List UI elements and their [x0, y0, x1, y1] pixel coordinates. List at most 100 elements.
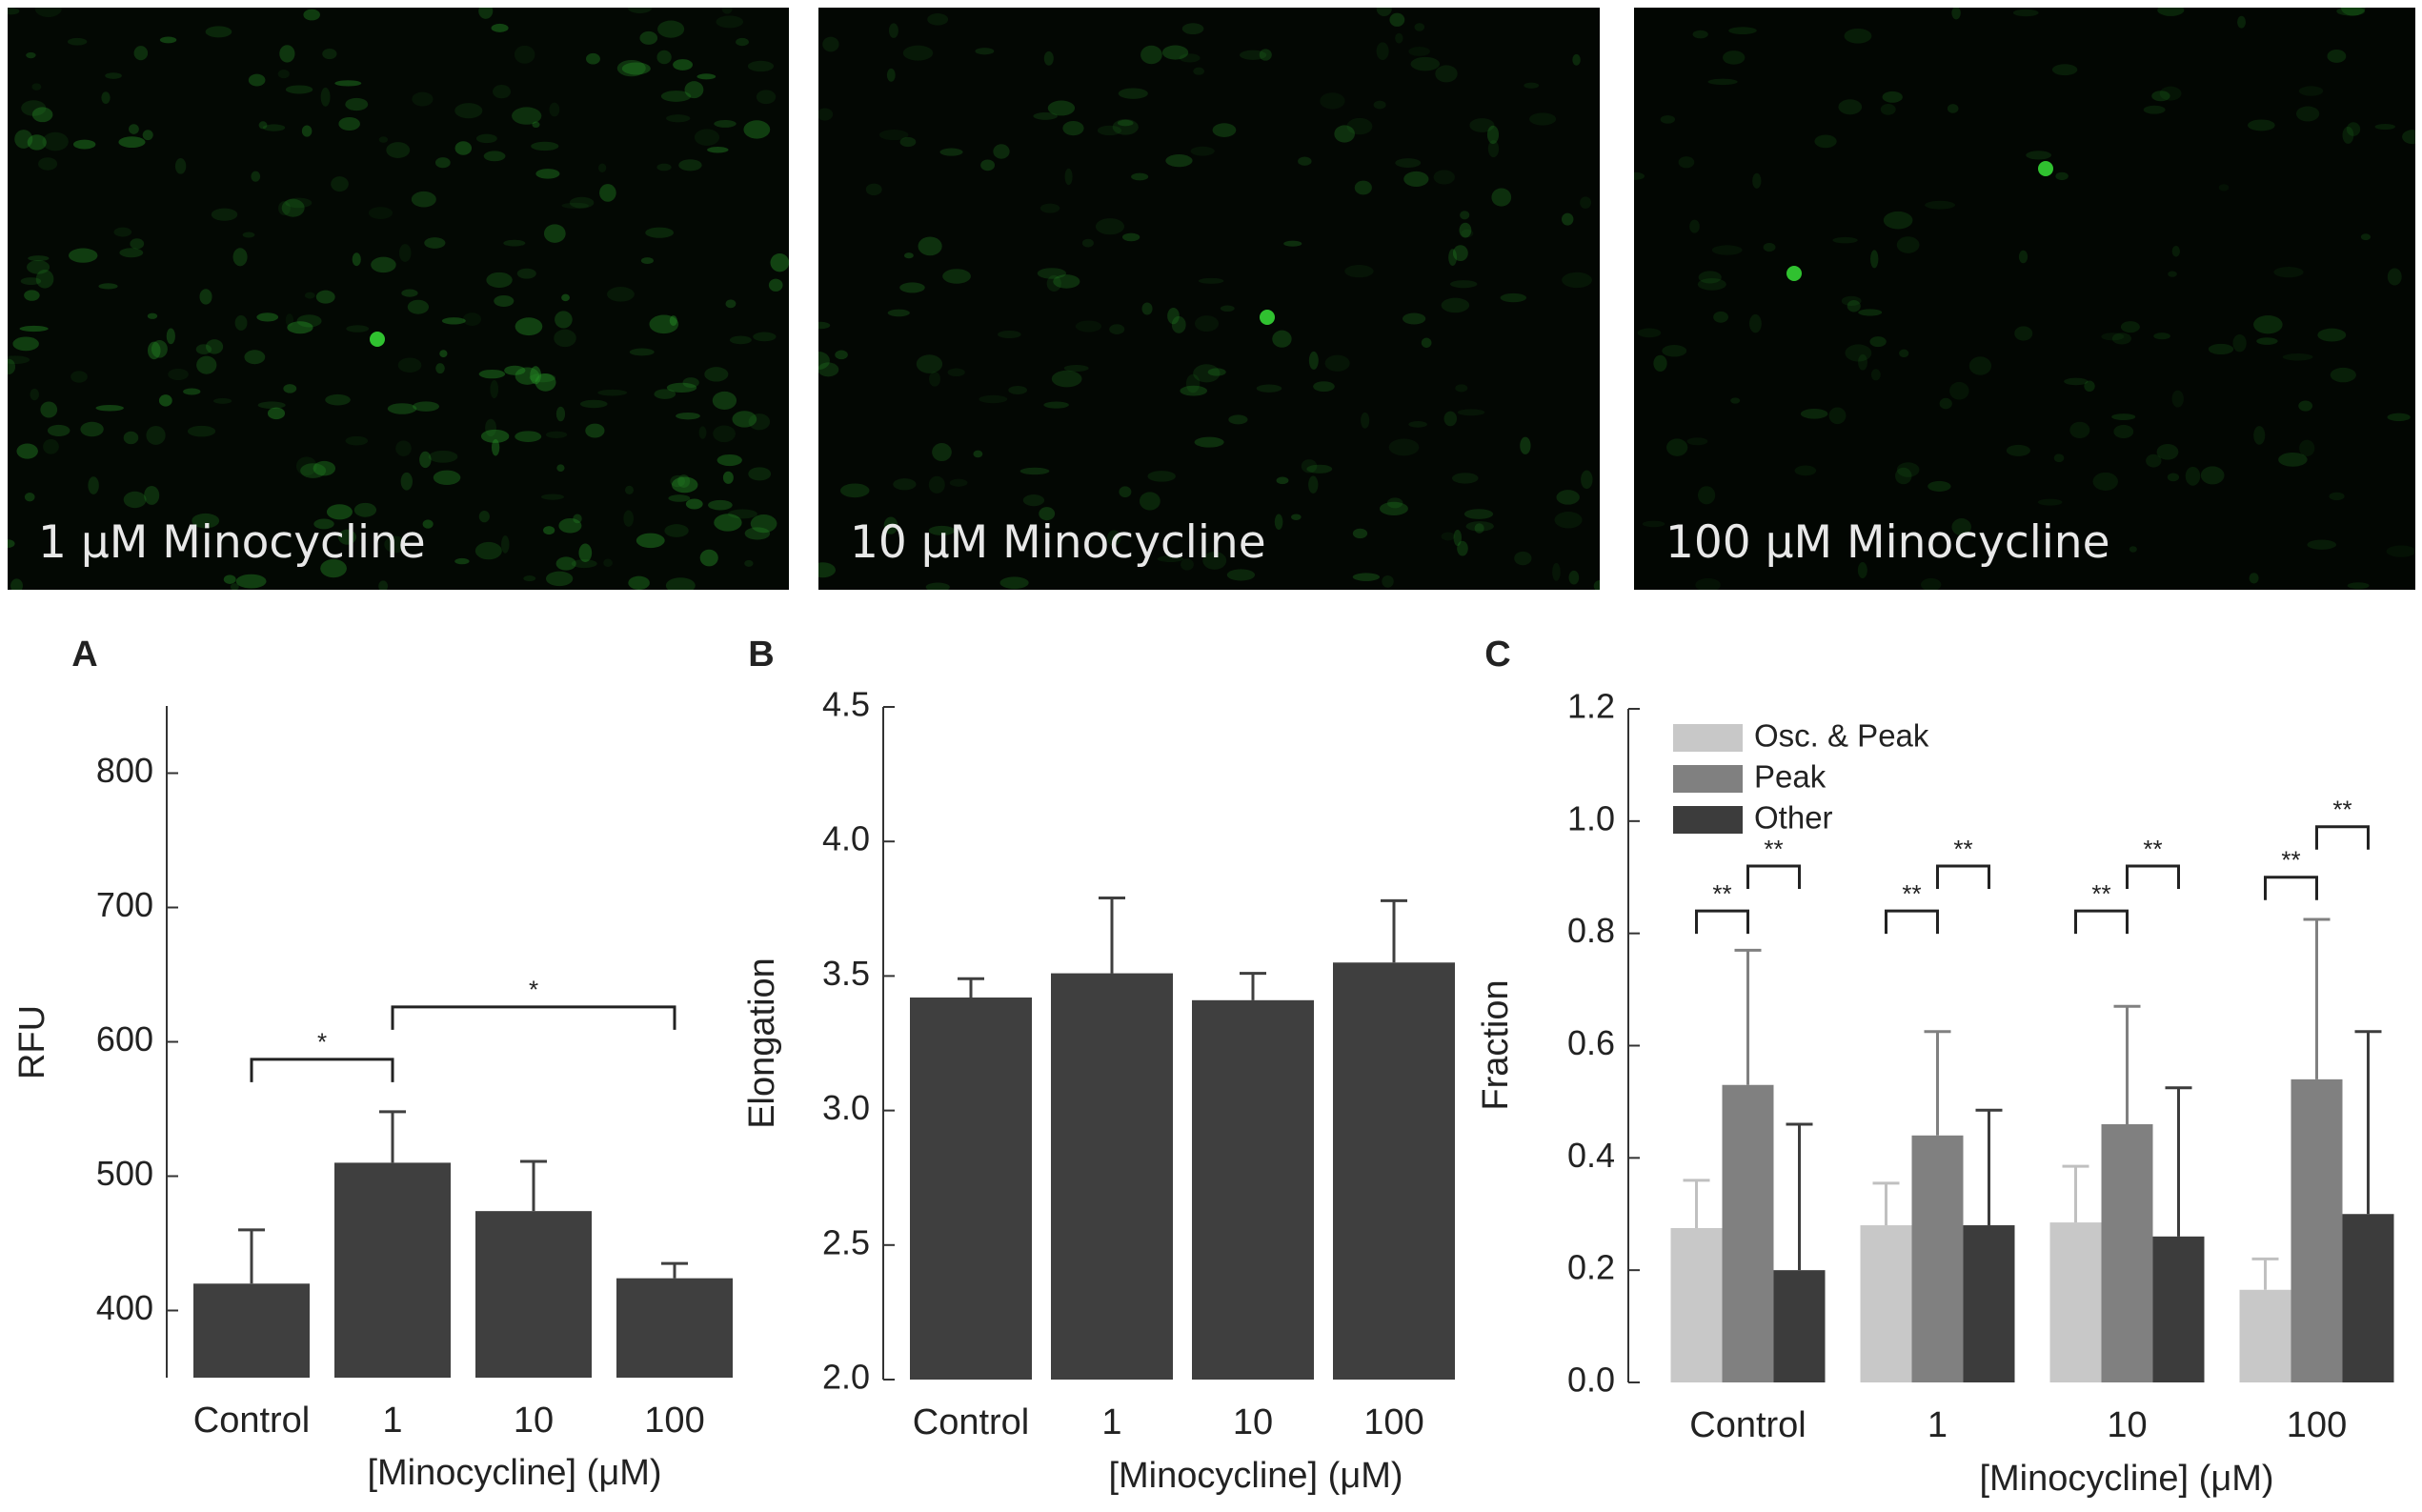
cell — [1157, 555, 1184, 562]
cell — [2111, 333, 2132, 345]
cell — [818, 351, 830, 371]
bar — [1860, 1225, 1912, 1382]
legend-swatch — [1673, 765, 1743, 793]
cell — [629, 348, 655, 356]
cell — [401, 289, 418, 297]
cell — [258, 121, 268, 130]
error-bar — [1786, 1122, 1813, 1271]
bar — [1722, 1084, 1774, 1382]
cell — [1276, 476, 1289, 485]
cell — [1870, 250, 1879, 269]
cell — [1344, 265, 1374, 278]
cell — [979, 394, 1008, 404]
cell — [2012, 9, 2039, 17]
y-tick-label: 2.5 — [822, 1222, 870, 1261]
significance-label: ** — [1764, 835, 1783, 863]
error-bar — [1381, 898, 1407, 963]
cell — [285, 85, 313, 94]
cell — [1920, 577, 1942, 590]
cell — [1382, 575, 1394, 588]
cell — [1043, 401, 1069, 409]
cell — [540, 494, 565, 500]
cell — [27, 134, 47, 151]
cell — [756, 90, 777, 105]
significance-bracket — [391, 1005, 676, 1030]
cell — [1883, 211, 1913, 230]
cell — [1198, 277, 1224, 284]
cell — [384, 535, 407, 554]
cell — [2146, 454, 2162, 468]
cell — [301, 125, 313, 137]
cell — [627, 8, 653, 13]
cell — [673, 59, 694, 71]
cell — [579, 399, 608, 409]
cell — [2051, 64, 2078, 76]
cell — [1039, 507, 1056, 521]
cell — [1193, 67, 1205, 75]
significance-bracket — [1695, 909, 1749, 935]
cell — [118, 136, 146, 149]
cell — [278, 201, 291, 216]
cell — [223, 575, 236, 584]
cell — [1832, 236, 1858, 244]
cell — [2387, 413, 2411, 422]
panel-letter: A — [71, 635, 97, 675]
cell — [1443, 411, 1458, 427]
y-axis-label: Elongation — [742, 958, 782, 1129]
cell — [1112, 119, 1139, 135]
cell — [682, 377, 699, 388]
cell — [1106, 530, 1121, 546]
cell — [1925, 200, 1956, 210]
cell — [1928, 480, 1951, 492]
cell — [531, 141, 559, 151]
cell — [529, 373, 556, 383]
cell — [504, 365, 526, 375]
x-tick-label: 100 — [644, 1401, 704, 1441]
cell — [670, 474, 686, 488]
cell — [2156, 443, 2179, 460]
cell — [2248, 119, 2275, 131]
cell — [2159, 86, 2182, 101]
cell — [206, 339, 224, 354]
cell — [105, 72, 122, 79]
cell — [1181, 558, 1194, 571]
cell — [597, 163, 607, 173]
cell — [300, 463, 327, 478]
cell — [1053, 274, 1080, 289]
cell — [1453, 529, 1463, 546]
cell — [1662, 345, 1687, 357]
cell — [192, 513, 220, 529]
cell — [918, 236, 942, 256]
cell — [244, 350, 266, 365]
cell — [1457, 540, 1468, 556]
cell — [713, 425, 736, 443]
cell — [251, 171, 261, 182]
cell — [285, 313, 294, 327]
cell — [398, 244, 412, 262]
cell — [1514, 551, 1532, 566]
cell — [1487, 140, 1500, 158]
cell — [561, 293, 570, 302]
cell — [256, 312, 279, 322]
error-bar — [2251, 1257, 2279, 1290]
cell — [326, 504, 353, 520]
cell — [1064, 168, 1073, 186]
micrograph — [818, 8, 1600, 590]
cell — [1121, 232, 1140, 242]
cell — [1870, 369, 1881, 381]
cell — [578, 543, 593, 562]
cell — [2037, 498, 2063, 506]
cell — [454, 103, 483, 119]
cell — [133, 46, 149, 61]
cell — [235, 574, 267, 589]
cell — [2185, 466, 2201, 486]
cell — [729, 335, 752, 345]
y-tick-label: 800 — [96, 751, 153, 790]
cell — [478, 369, 506, 379]
cell — [597, 389, 628, 396]
cell — [666, 382, 697, 393]
cell — [8, 539, 15, 549]
cell — [949, 478, 968, 487]
cell — [1185, 373, 1201, 393]
cell — [1697, 486, 1716, 505]
